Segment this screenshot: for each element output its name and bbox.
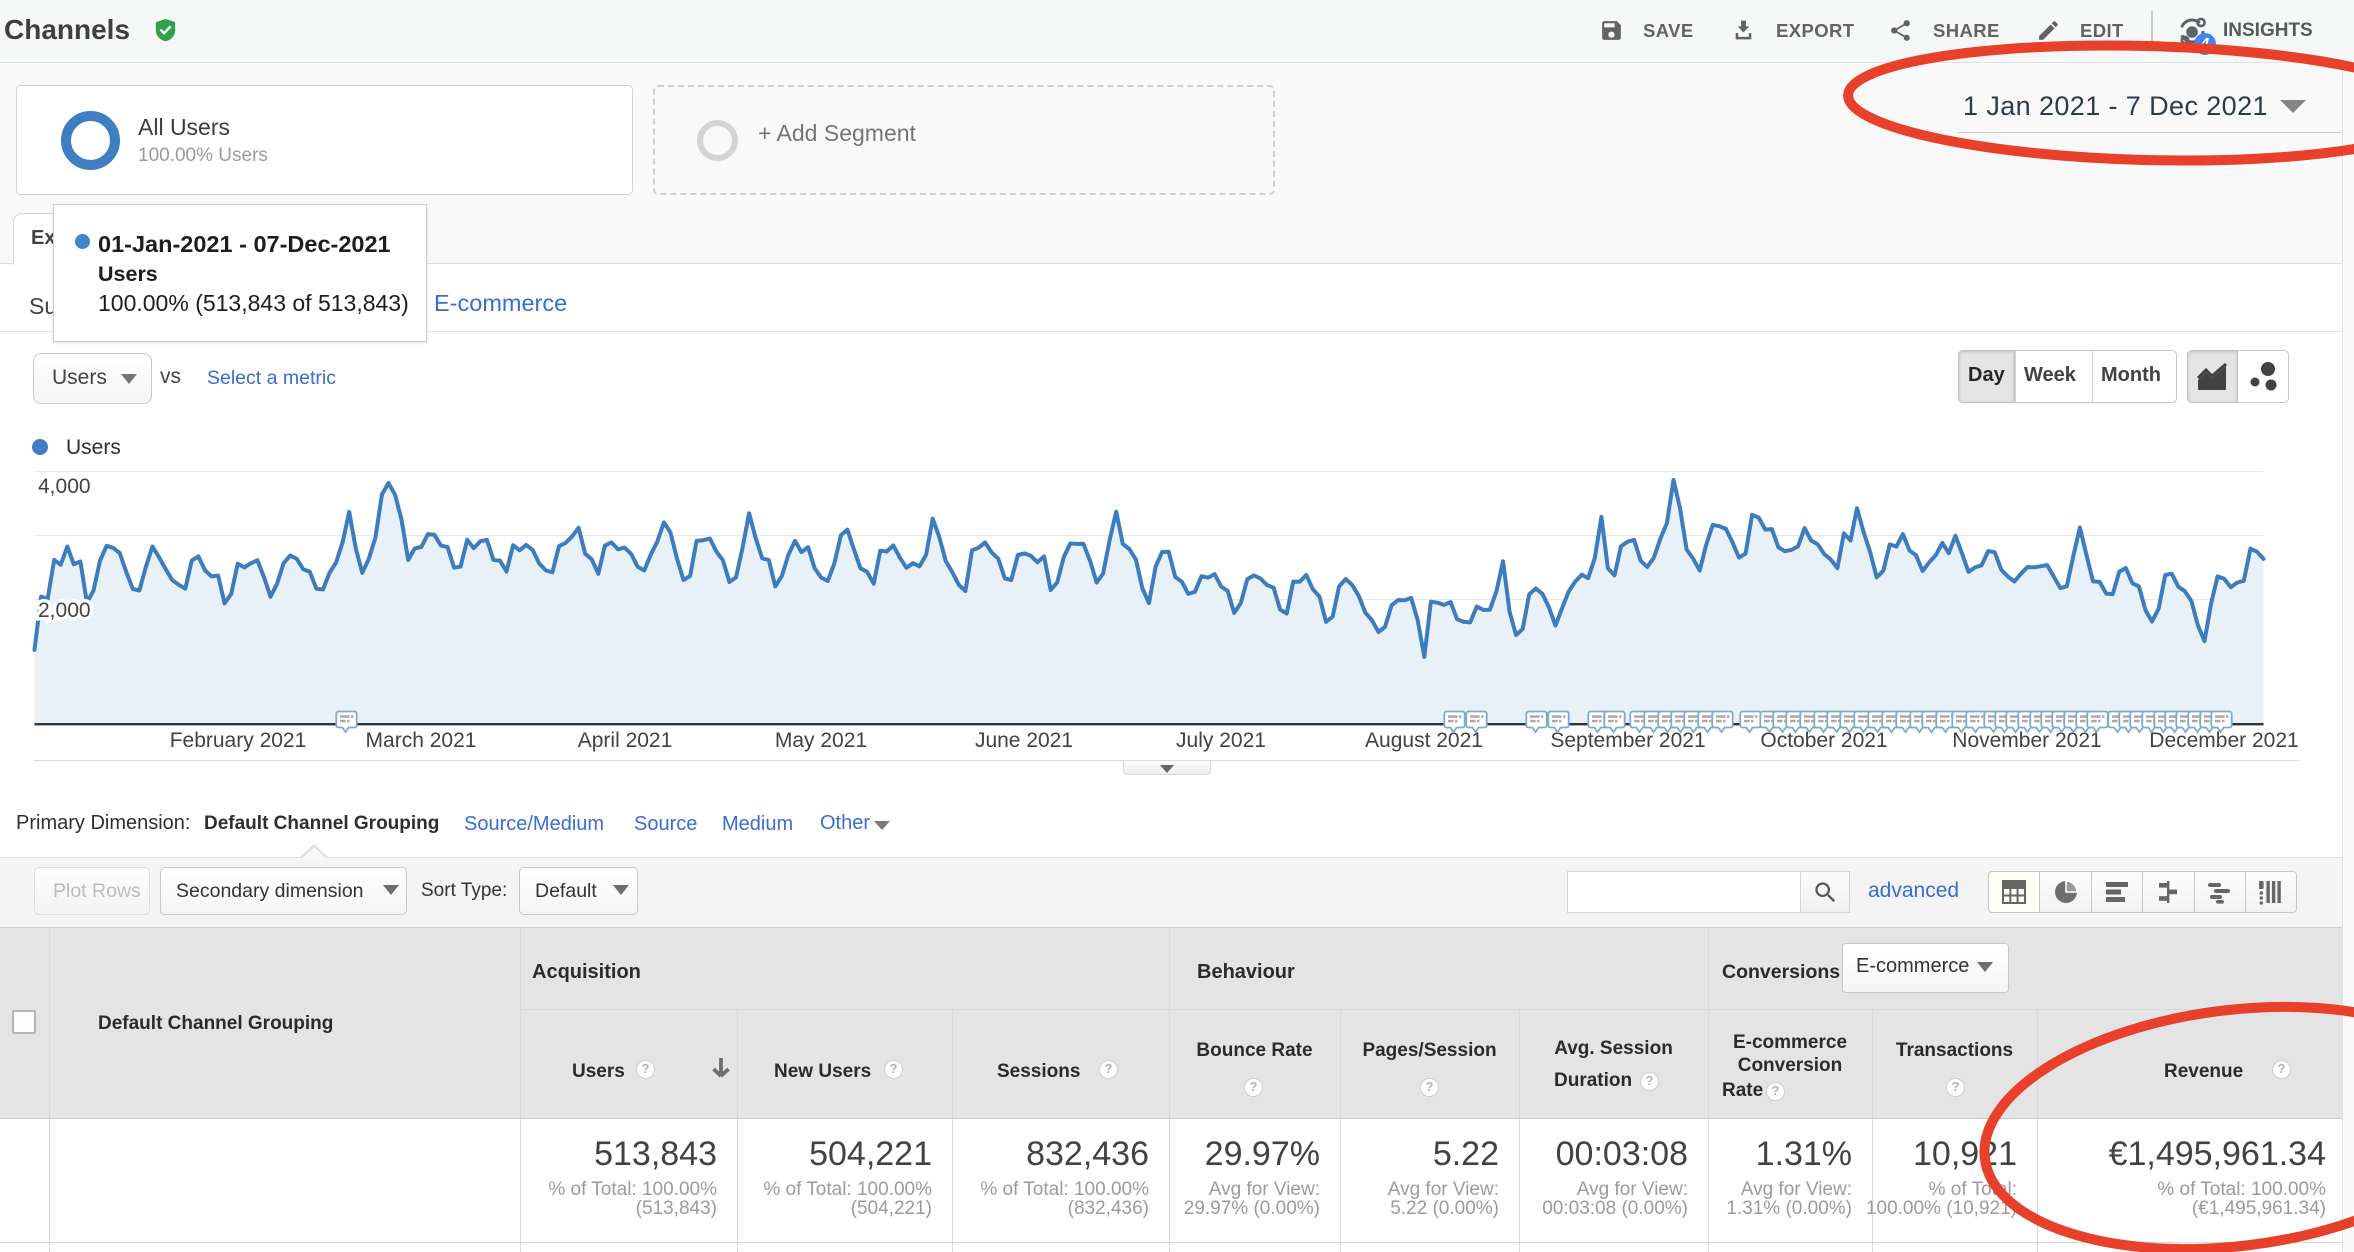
svg-text:4,000: 4,000 (38, 475, 91, 498)
svg-text:October 2021: October 2021 (1760, 729, 1887, 752)
svg-text:September 2021: September 2021 (1550, 729, 1705, 752)
svg-text:May 2021: May 2021 (775, 729, 867, 752)
svg-text:February 2021: February 2021 (170, 729, 307, 752)
svg-text:July 2021: July 2021 (1176, 729, 1266, 752)
svg-text:November 2021: November 2021 (1952, 729, 2101, 752)
svg-text:June 2021: June 2021 (975, 729, 1073, 752)
svg-text:August 2021: August 2021 (1365, 729, 1483, 752)
svg-text:December 2021: December 2021 (2149, 729, 2298, 752)
svg-text:2,000: 2,000 (38, 599, 91, 622)
svg-text:March 2021: March 2021 (366, 729, 477, 752)
svg-text:April 2021: April 2021 (578, 729, 673, 752)
